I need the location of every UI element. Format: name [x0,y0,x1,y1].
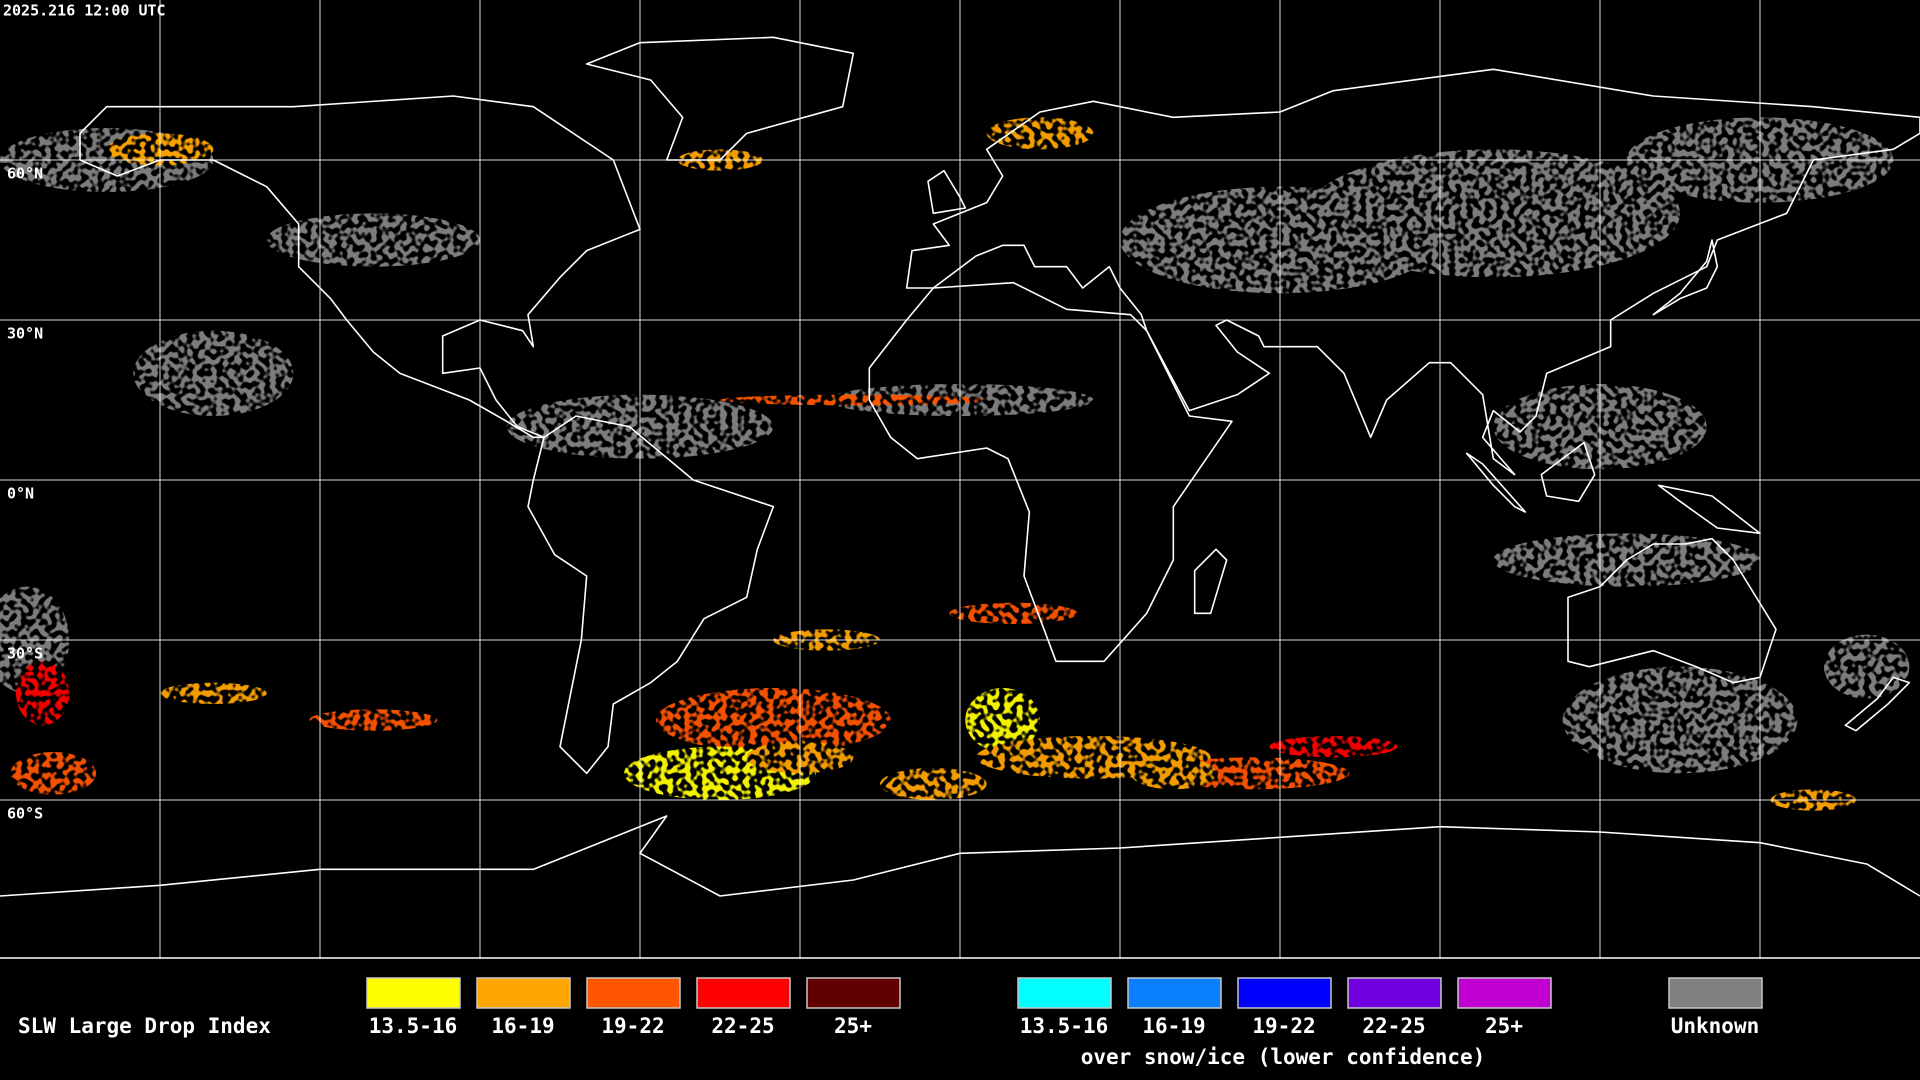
coastline [528,416,773,773]
coastline [869,283,1232,662]
legend-swatch [696,977,791,1009]
legend-label: 16-19 [491,1014,554,1038]
legend-label: 22-25 [1362,1014,1425,1038]
coastline [587,37,854,160]
latitude-label: 60°S [7,805,43,823]
legend-label: 16-19 [1142,1014,1205,1038]
legend-label: 19-22 [1252,1014,1315,1038]
legend-swatch [1347,977,1442,1009]
legend-swatch [1017,977,1112,1009]
legend-label: Unknown [1671,1014,1760,1038]
latitude-label: 30°N [7,325,43,343]
legend-swatch [1457,977,1552,1009]
latitude-label: 60°N [7,165,43,183]
legend-label: 13.5-16 [1020,1014,1109,1038]
coastline [1845,677,1909,730]
coastlines [0,37,1920,896]
coastline [907,69,1920,474]
graticule: 60°N 30°N 0°N 30°S 60°S [0,0,1920,958]
legend-label: 25+ [834,1014,872,1038]
legend-label: 19-22 [601,1014,664,1038]
legend-swatch [586,977,681,1009]
latitude-label: 30°S [7,645,43,663]
latitude-label: 0°N [7,485,34,503]
coastline [80,96,640,437]
legend: 13.5-16 16-19 19-22 22-25 25+ 13.5-16 16-19 19-… [366,977,1763,1038]
legend-swatch [806,977,901,1009]
coastline [1541,443,1594,502]
legend-swatch [366,977,461,1009]
timestamp: 2025.216 12:00 UTC [3,2,166,20]
legend-swatch [476,977,571,1009]
legend-swatch [1237,977,1332,1009]
legend-title: SLW Large Drop Index [18,1014,271,1038]
legend-label: 13.5-16 [369,1014,458,1038]
coastline [1653,240,1717,315]
coastline [0,816,1920,896]
coastline [1195,549,1227,613]
legend-swatch [1668,977,1763,1009]
coastline [1568,539,1776,683]
legend-note: over snow/ice (lower confidence) [1081,1045,1486,1069]
legend-label: 22-25 [711,1014,774,1038]
slw-clouds [10,117,1856,811]
coastline [1659,485,1760,533]
legend-label: 25+ [1485,1014,1523,1038]
legend-swatch [1127,977,1222,1009]
